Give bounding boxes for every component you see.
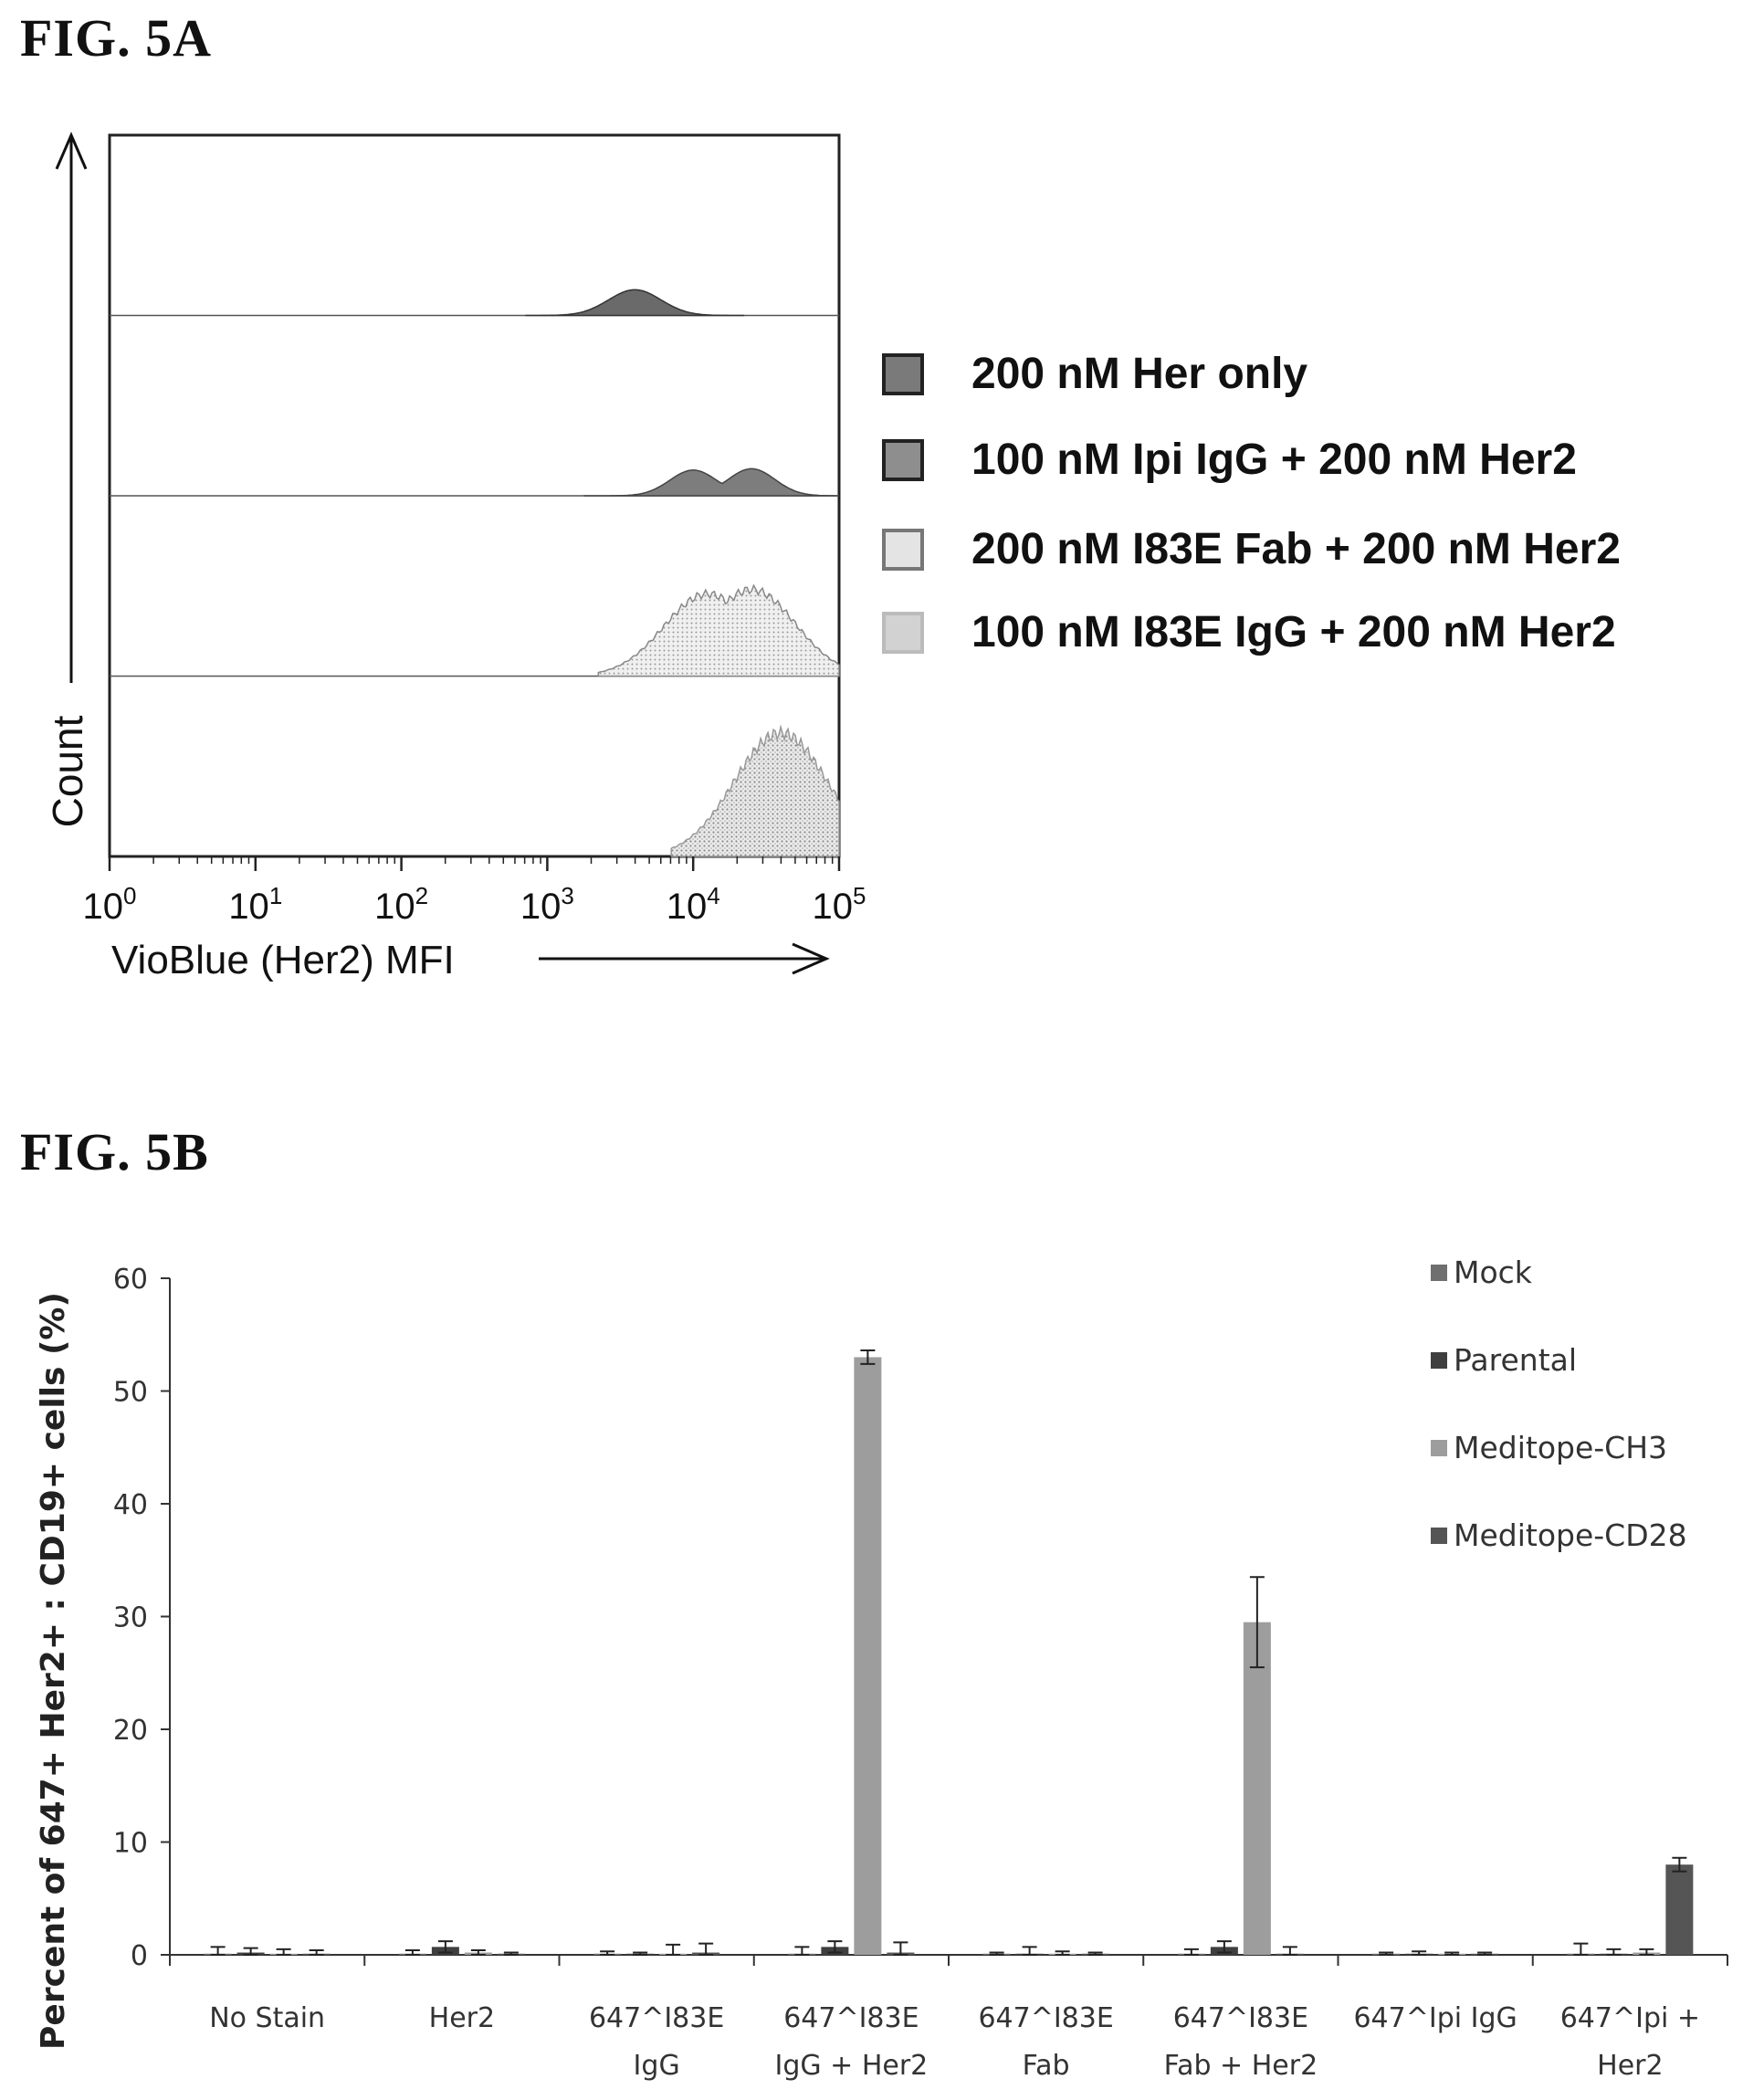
- legend-label: 100 nM Ipi IgG + 200 nM Her2: [971, 436, 1577, 484]
- y-tick-label: 10: [113, 1828, 148, 1860]
- y-axis-label: Percent of 647+ Her2+ : CD19+ cells (%): [35, 1292, 72, 2050]
- y-axis-arrowhead: [55, 131, 88, 170]
- y-tick-label: 30: [113, 1602, 148, 1634]
- x-axis-label: VioBlue (Her2) MFI: [111, 938, 455, 982]
- legend-swatch: [882, 528, 924, 571]
- legend-swatch: [1431, 1439, 1447, 1456]
- legend-swatch: [882, 438, 924, 481]
- x-tick-label: 104: [667, 882, 720, 927]
- legend-item-meditope-ch3: Meditope-CH3: [1431, 1430, 1667, 1465]
- category-label: Fab: [1023, 2050, 1070, 2082]
- category-label: Her2: [429, 2002, 495, 2034]
- legend-swatch: [1431, 1351, 1447, 1369]
- category-label: 647^Ipi +: [1560, 2002, 1700, 2034]
- legend-swatch: [882, 611, 924, 654]
- category-label: Her2: [1597, 2050, 1663, 2082]
- x-tick-label: 105: [813, 882, 866, 927]
- legend-label: Parental: [1454, 1342, 1578, 1378]
- category-label: 647^I83E: [978, 2002, 1113, 2034]
- category-label: 647^Ipi IgG: [1353, 2002, 1517, 2034]
- category-label: IgG + Her2: [774, 2050, 928, 2082]
- bar: [854, 1357, 882, 1955]
- figure-a-label: FIG. 5A: [20, 8, 212, 68]
- x-tick-label: 103: [520, 882, 574, 927]
- histogram-curve: [597, 583, 840, 677]
- legend-label: 100 nM I83E IgG + 200 nM Her2: [971, 608, 1616, 656]
- category-label: No Stain: [209, 2002, 325, 2034]
- legend-item-mock: Mock: [1431, 1255, 1532, 1290]
- legend-item-ipi-igg: 100 nM Ipi IgG + 200 nM Her2: [882, 435, 1577, 485]
- legend-item-i83e-igg: 100 nM I83E IgG + 200 nM Her2: [882, 607, 1616, 657]
- y-tick-label: 0: [131, 1940, 148, 1972]
- y-tick-label: 60: [113, 1264, 148, 1296]
- x-tick-label: 101: [228, 882, 282, 927]
- histogram-chart: 100 101 102 103 104 105 Count VioBlue (Her2) …: [44, 131, 866, 982]
- legend-item-parental: Parental: [1431, 1342, 1577, 1378]
- category-label: IgG: [634, 2050, 680, 2082]
- x-tick-label: 100: [83, 882, 137, 927]
- legend-label: Meditope-CD28: [1454, 1517, 1687, 1553]
- y-tick-label: 20: [113, 1715, 148, 1747]
- legend-swatch: [882, 352, 924, 395]
- x-tick-label: 102: [374, 882, 428, 927]
- legend-label: Mock: [1454, 1255, 1532, 1290]
- legend-label: Meditope-CH3: [1454, 1430, 1668, 1465]
- legend-label: 200 nM I83E Fab + 200 nM Her2: [971, 525, 1621, 573]
- bar-chart: 0 10 20 30 40 50 60 No Stain Her2 647^I83E IgG 647…: [35, 1264, 1728, 2082]
- legend-label: 200 nM Her only: [971, 350, 1308, 398]
- legend-swatch: [1431, 1527, 1447, 1544]
- category-label: 647^I83E: [589, 2002, 724, 2034]
- category-label: Fab + Her2: [1164, 2050, 1318, 2082]
- bar: [1665, 1864, 1694, 1955]
- legend-item-i83e-fab: 200 nM I83E Fab + 200 nM Her2: [882, 524, 1621, 574]
- legend-item-meditope-cd28: Meditope-CD28: [1431, 1517, 1687, 1553]
- x-axis-arrowhead: [792, 942, 830, 975]
- histogram-curve: [670, 724, 840, 857]
- y-tick-label: 50: [113, 1377, 148, 1409]
- histogram-curve: [583, 467, 839, 497]
- category-label: 647^I83E: [783, 2002, 919, 2034]
- bar: [1243, 1622, 1271, 1955]
- legend-swatch: [1431, 1264, 1447, 1281]
- category-label: 647^I83E: [1173, 2002, 1308, 2034]
- y-axis-label: Count: [44, 715, 91, 827]
- figure-b-label: FIG. 5B: [20, 1122, 209, 1181]
- legend-item-her-only: 200 nM Her only: [882, 349, 1307, 399]
- y-tick-label: 40: [113, 1489, 148, 1521]
- histogram-curve: [525, 289, 745, 317]
